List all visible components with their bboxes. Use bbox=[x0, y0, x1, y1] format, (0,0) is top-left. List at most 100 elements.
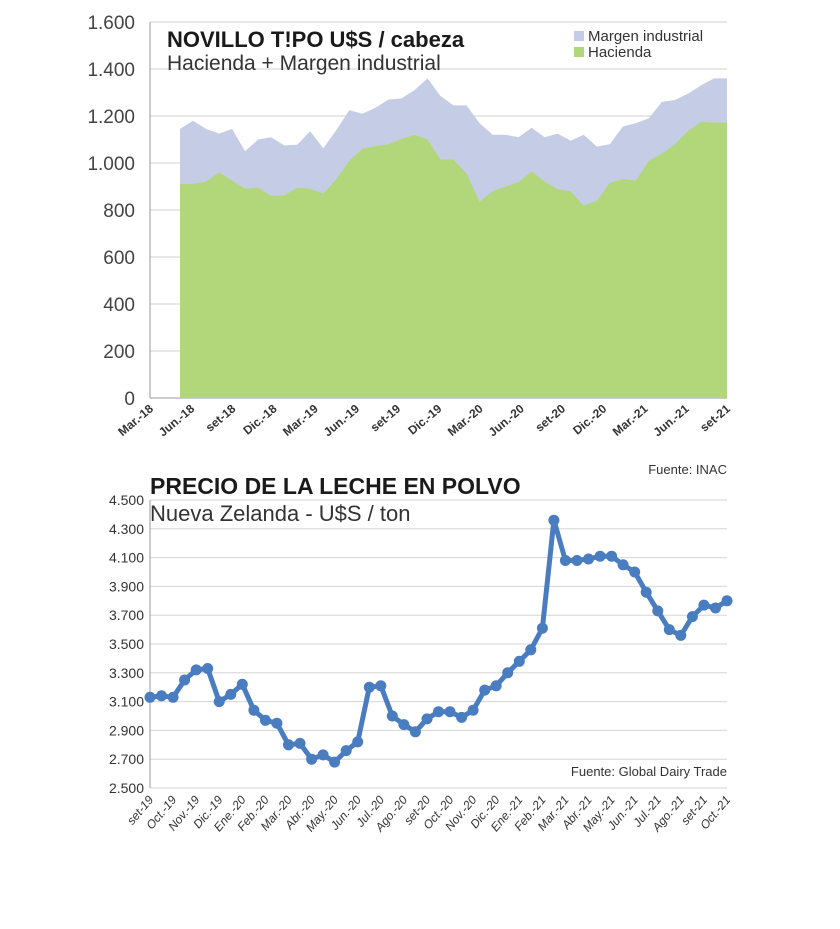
leche-data-point bbox=[640, 586, 652, 598]
novillo-ytick-label: 1.400 bbox=[87, 60, 135, 81]
leche-data-point bbox=[525, 644, 537, 656]
novillo-ytick-label: 200 bbox=[103, 342, 135, 363]
leche-data-point bbox=[179, 674, 191, 686]
leche-data-point bbox=[236, 678, 248, 690]
leche-data-point bbox=[283, 739, 294, 751]
novillo-xtick-label: Mar.-21 bbox=[610, 401, 651, 439]
leche-data-point bbox=[559, 555, 571, 566]
leche-data-point bbox=[144, 691, 156, 703]
leche-data-point bbox=[594, 550, 606, 562]
leche-data-point bbox=[456, 711, 468, 723]
novillo-ytick-label: 800 bbox=[103, 201, 135, 222]
leche-data-point bbox=[352, 736, 364, 748]
leche-data-point bbox=[490, 680, 502, 692]
leche-data-point bbox=[479, 684, 491, 696]
leche-data-point bbox=[306, 753, 318, 765]
leche-data-point bbox=[629, 566, 641, 578]
novillo-title: NOVILLO T!PO U$S / cabeza bbox=[167, 27, 465, 52]
leche-title: PRECIO DE LA LECHE EN POLVO bbox=[150, 473, 521, 499]
legend-label-hacienda: Hacienda bbox=[588, 44, 652, 61]
leche-data-point bbox=[513, 655, 525, 667]
novillo-xtick-label: Mar.-18 bbox=[115, 401, 156, 439]
leche-data-point bbox=[329, 756, 341, 768]
leche-ytick-label: 2.500 bbox=[109, 780, 144, 796]
legend-swatch-margen bbox=[574, 31, 584, 41]
leche-data-point bbox=[606, 550, 618, 562]
novillo-source: Fuente: INAC bbox=[648, 462, 727, 477]
novillo-ytick-label: 400 bbox=[103, 295, 135, 316]
leche-data-point bbox=[710, 602, 721, 614]
leche-data-point bbox=[340, 745, 352, 757]
leche-data-point bbox=[548, 514, 560, 526]
novillo-xtick-label: Jun.-20 bbox=[486, 401, 527, 439]
legend-label-margen: Margen industrial bbox=[588, 28, 703, 45]
leche-ytick-label: 3.300 bbox=[109, 665, 144, 681]
leche-data-point bbox=[213, 696, 225, 708]
leche-ytick-label: 2.900 bbox=[109, 722, 144, 738]
leche-ytick-label: 4.300 bbox=[109, 521, 144, 537]
novillo-xtick-label: Mar.-20 bbox=[445, 401, 486, 439]
leche-data-point bbox=[421, 713, 433, 725]
novillo-ytick-label: 600 bbox=[103, 248, 135, 269]
leche-data-point bbox=[156, 690, 167, 702]
novillo-ytick-label: 1.600 bbox=[87, 13, 135, 34]
novillo-ytick-label: 1.000 bbox=[87, 154, 135, 175]
leche-data-point bbox=[433, 706, 444, 718]
leche-data-point bbox=[571, 555, 583, 566]
novillo-xtick-label: Jun.-19 bbox=[321, 401, 362, 439]
leche-data-point bbox=[409, 726, 421, 738]
novillo-xtick-label: set-18 bbox=[203, 401, 239, 434]
leche-data-point bbox=[190, 664, 202, 676]
leche-data-point bbox=[444, 706, 456, 718]
leche-ytick-label: 2.700 bbox=[109, 751, 144, 767]
leche-subtitle: Nueva Zelanda - U$S / ton bbox=[150, 501, 410, 526]
leche-data-point bbox=[536, 622, 548, 634]
leche-ytick-label: 4.500 bbox=[109, 492, 144, 508]
leche-data-point bbox=[375, 680, 387, 692]
leche-source: Fuente: Global Dairy Trade bbox=[571, 764, 727, 779]
novillo-ytick-label: 1.200 bbox=[87, 107, 135, 128]
leche-data-point bbox=[398, 719, 410, 731]
series-area-hacienda bbox=[180, 121, 727, 399]
leche-data-point bbox=[652, 605, 664, 617]
leche-ytick-label: 4.100 bbox=[109, 550, 144, 566]
leche-data-point bbox=[583, 553, 594, 565]
leche-data-point bbox=[317, 749, 329, 761]
novillo-xtick-label: Dic.-18 bbox=[240, 401, 279, 437]
novillo-xtick-label: Dic.-19 bbox=[405, 401, 444, 437]
leche-data-point bbox=[721, 595, 733, 607]
leche-data-point bbox=[202, 663, 214, 674]
novillo-xtick-label: set-21 bbox=[697, 401, 733, 434]
leche-data-point bbox=[271, 717, 283, 729]
leche-data-point bbox=[686, 611, 698, 623]
novillo-ytick-label: 0 bbox=[124, 389, 135, 410]
novillo-legend: Margen industrial Hacienda bbox=[574, 28, 703, 61]
leche-data-point bbox=[386, 710, 398, 722]
novillo-xtick-label: set-20 bbox=[533, 401, 569, 434]
novillo-chart: 0 200 400 600 800 1.000 1.200 1.400 1.600 Mar.-1… bbox=[87, 13, 733, 477]
novillo-xtick-label: Mar.-19 bbox=[280, 401, 321, 439]
leche-ytick-label: 3.100 bbox=[109, 694, 144, 710]
leche-data-point bbox=[294, 737, 306, 749]
novillo-xtick-label: Jun.-21 bbox=[651, 401, 692, 439]
leche-data-point bbox=[225, 688, 237, 700]
leche-data-point bbox=[502, 667, 514, 679]
novillo-xtick-label: set-19 bbox=[368, 401, 404, 434]
leche-chart: PRECIO DE LA LECHE EN POLVO Nueva Zeland… bbox=[109, 473, 733, 835]
leche-data-point bbox=[167, 691, 179, 703]
leche-data-point bbox=[617, 559, 629, 571]
leche-ytick-label: 3.900 bbox=[109, 578, 144, 594]
leche-data-point bbox=[248, 704, 260, 716]
leche-data-point bbox=[675, 629, 687, 641]
leche-data-point bbox=[663, 624, 675, 636]
leche-ytick-label: 3.500 bbox=[109, 636, 144, 652]
leche-data-point bbox=[363, 681, 375, 693]
leche-data-point bbox=[467, 704, 479, 716]
novillo-xtick-label: Dic.-20 bbox=[570, 401, 609, 437]
leche-data-point bbox=[698, 599, 710, 611]
leche-series-line bbox=[147, 517, 730, 765]
leche-data-point bbox=[259, 714, 271, 726]
novillo-subtitle: Hacienda + Margen industrial bbox=[167, 52, 441, 75]
leche-ytick-label: 3.700 bbox=[109, 607, 144, 623]
